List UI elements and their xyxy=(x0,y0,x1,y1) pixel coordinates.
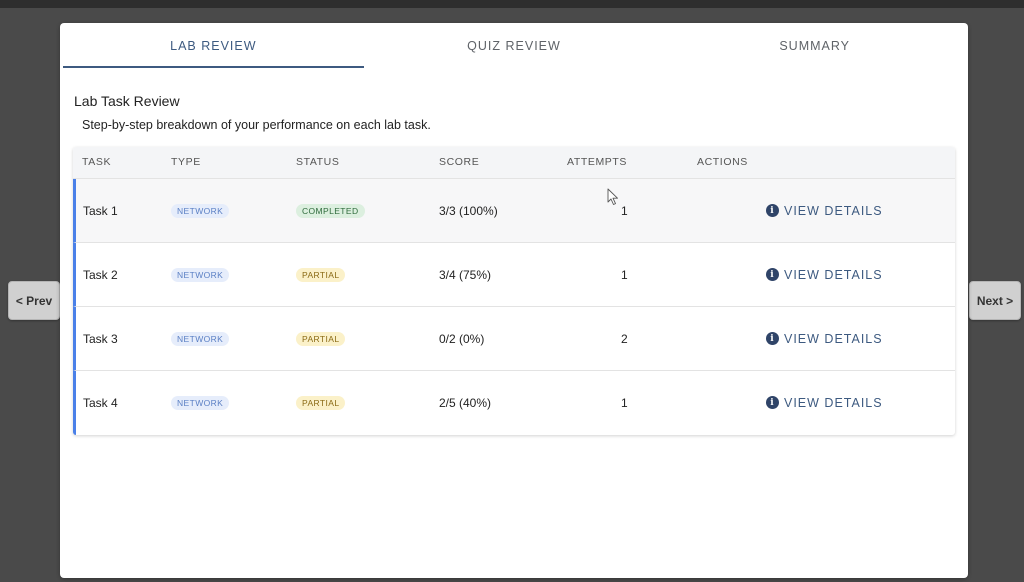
next-button[interactable]: Next > xyxy=(969,281,1021,320)
attempts-value: 2 xyxy=(621,331,628,346)
info-icon: i xyxy=(766,268,779,281)
attempts-value: 1 xyxy=(621,203,628,218)
view-details-label: VIEW DETAILS xyxy=(784,203,883,218)
tab-summary[interactable]: SUMMARY xyxy=(779,39,851,53)
score-value: 3/3 (100%) xyxy=(439,203,498,218)
window-top-bar xyxy=(0,0,1024,8)
view-details-button[interactable]: i VIEW DETAILS xyxy=(766,396,883,410)
attempts-value: 1 xyxy=(621,395,628,410)
header-actions: ACTIONS xyxy=(697,156,748,168)
view-details-button[interactable]: i VIEW DETAILS xyxy=(766,204,883,218)
attempts-value: 1 xyxy=(621,267,628,282)
tab-lab-review[interactable]: LAB REVIEW xyxy=(63,23,364,69)
task-name: Task 2 xyxy=(83,267,118,282)
type-badge: NETWORK xyxy=(171,203,230,218)
header-attempts[interactable]: ATTEMPTS xyxy=(567,156,628,168)
view-details-label: VIEW DETAILS xyxy=(784,267,883,282)
task-name: Task 1 xyxy=(83,203,118,218)
table-header: TASK TYPE STATUS SCORE ATTEMPTS ACTIONS xyxy=(73,147,955,179)
lab-task-table: TASK TYPE STATUS SCORE ATTEMPTS ACTIONS … xyxy=(73,147,955,435)
header-task[interactable]: TASK xyxy=(82,156,112,168)
score-value: 3/4 (75%) xyxy=(439,267,492,282)
section-title: Lab Task Review xyxy=(74,93,180,109)
tab-bar: LAB REVIEW QUIZ REVIEW SUMMARY xyxy=(63,23,965,69)
status-badge: COMPLETED xyxy=(296,203,365,218)
status-badge: PARTIAL xyxy=(296,395,346,410)
type-badge: NETWORK xyxy=(171,267,230,282)
section-subtitle: Step-by-step breakdown of your performan… xyxy=(82,118,431,132)
header-score[interactable]: SCORE xyxy=(439,156,480,168)
review-panel: LAB REVIEW QUIZ REVIEW SUMMARY Lab Task … xyxy=(60,23,968,578)
header-status[interactable]: STATUS xyxy=(296,156,340,168)
table-row: Task 4 NETWORK PARTIAL 2/5 (40%) 1 i VIE… xyxy=(73,371,955,435)
info-icon: i xyxy=(766,204,779,217)
type-badge: NETWORK xyxy=(171,331,230,346)
table-row: Task 3 NETWORK PARTIAL 0/2 (0%) 2 i VIEW… xyxy=(73,307,955,371)
score-value: 2/5 (40%) xyxy=(439,395,492,410)
info-icon: i xyxy=(766,396,779,409)
header-type[interactable]: TYPE xyxy=(171,156,201,168)
type-badge: NETWORK xyxy=(171,395,230,410)
info-icon: i xyxy=(766,332,779,345)
view-details-button[interactable]: i VIEW DETAILS xyxy=(766,332,883,346)
view-details-label: VIEW DETAILS xyxy=(784,331,883,346)
tab-quiz-review[interactable]: QUIZ REVIEW xyxy=(467,39,561,53)
table-row: Task 1 NETWORK COMPLETED 3/3 (100%) 1 i … xyxy=(73,179,955,243)
prev-button[interactable]: < Prev xyxy=(8,281,60,320)
score-value: 0/2 (0%) xyxy=(439,331,485,346)
task-name: Task 4 xyxy=(83,395,118,410)
table-row: Task 2 NETWORK PARTIAL 3/4 (75%) 1 i VIE… xyxy=(73,243,955,307)
mouse-pointer-icon xyxy=(607,188,618,205)
task-name: Task 3 xyxy=(83,331,118,346)
view-details-button[interactable]: i VIEW DETAILS xyxy=(766,268,883,282)
status-badge: PARTIAL xyxy=(296,331,346,346)
view-details-label: VIEW DETAILS xyxy=(784,395,883,410)
status-badge: PARTIAL xyxy=(296,267,346,282)
